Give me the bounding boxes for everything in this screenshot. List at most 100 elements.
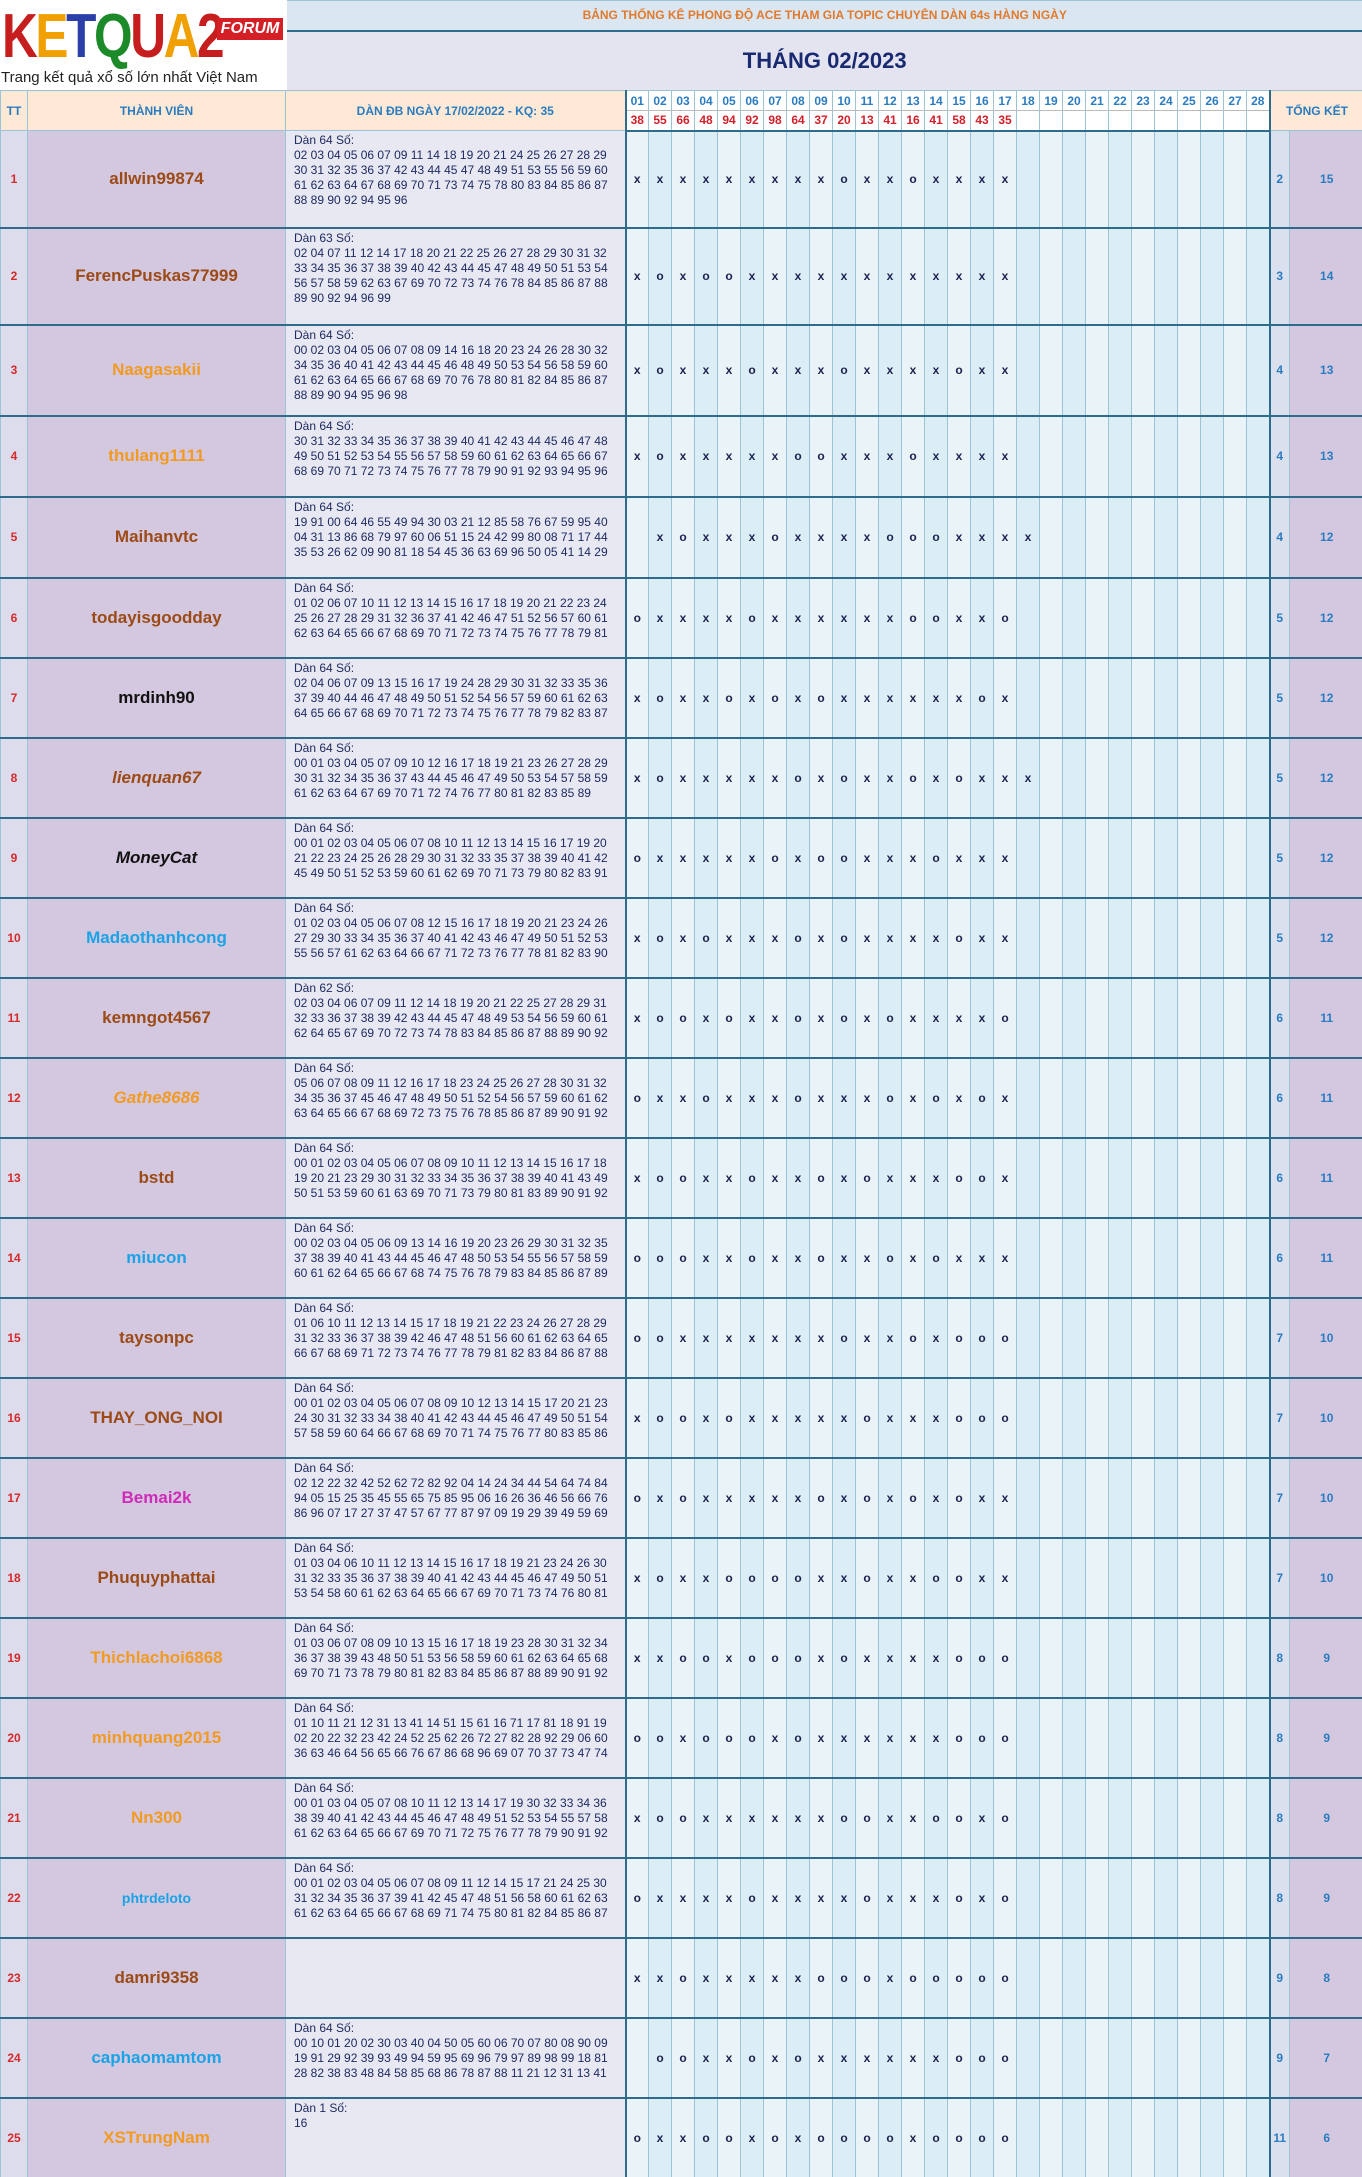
member-name[interactable]: MoneyCat xyxy=(27,817,286,899)
header-tt: TT xyxy=(0,90,28,131)
day-mark: x xyxy=(924,1297,948,1379)
member-name[interactable]: THAY_ONG_NOI xyxy=(27,1377,286,1459)
day-mark: x xyxy=(740,1457,764,1539)
summary-a: 11 xyxy=(1268,2097,1290,2177)
day-mark: o xyxy=(947,1377,971,1459)
summary-a: 8 xyxy=(1268,1857,1290,1939)
day-mark: o xyxy=(947,1537,971,1619)
dan-line: 68 69 70 71 72 73 74 75 76 77 78 79 90 9… xyxy=(294,463,608,478)
day-mark: x xyxy=(740,657,764,739)
day-mark xyxy=(1154,2097,1178,2177)
day-mark xyxy=(1154,577,1178,659)
member-name[interactable]: Maihanvtc xyxy=(27,496,286,579)
member-name[interactable]: Madaothanhcong xyxy=(27,897,286,979)
dan-numbers: Dàn 64 Số: 00 10 01 20 02 30 03 40 04 50 … xyxy=(285,2017,627,2099)
day-header: 10 xyxy=(832,90,856,111)
day-mark: x xyxy=(809,1697,833,1779)
result-value: 43 xyxy=(970,110,994,132)
day-header: 16 xyxy=(970,90,994,111)
day-mark xyxy=(1177,415,1201,498)
day-mark xyxy=(1200,737,1224,819)
dan-line: 05 06 07 08 09 11 12 16 17 18 23 24 25 2… xyxy=(294,1075,607,1090)
member-name[interactable]: allwin99874 xyxy=(27,130,286,229)
member-name[interactable]: todayisgoodday xyxy=(27,577,286,659)
day-mark: o xyxy=(970,1377,994,1459)
member-name[interactable]: kemngot4567 xyxy=(27,977,286,1059)
day-mark: o xyxy=(786,977,810,1059)
member-name[interactable]: FerencPuskas77999 xyxy=(27,227,286,326)
day-mark: o xyxy=(648,1137,672,1219)
member-name[interactable]: thulang1111 xyxy=(27,415,286,498)
day-mark xyxy=(1154,1057,1178,1139)
day-mark xyxy=(1062,1777,1086,1859)
day-mark: x xyxy=(786,817,810,899)
member-name[interactable]: Nn300 xyxy=(27,1777,286,1859)
day-mark: o xyxy=(970,1697,994,1779)
day-mark: o xyxy=(786,1617,810,1699)
day-mark: o xyxy=(648,1777,672,1859)
day-mark xyxy=(1200,1617,1224,1699)
day-mark xyxy=(1085,737,1109,819)
summary-b: 13 xyxy=(1288,415,1362,498)
day-mark: o xyxy=(786,1057,810,1139)
day-mark: x xyxy=(625,324,649,417)
day-mark: x xyxy=(855,657,879,739)
member-name[interactable]: minhquang2015 xyxy=(27,1697,286,1779)
day-mark: x xyxy=(809,1297,833,1379)
day-mark xyxy=(1108,977,1132,1059)
day-mark: o xyxy=(786,737,810,819)
day-mark: o xyxy=(832,977,856,1059)
day-mark: o xyxy=(924,1777,948,1859)
member-name[interactable]: lienquan67 xyxy=(27,737,286,819)
day-mark xyxy=(1177,657,1201,739)
day-mark: o xyxy=(648,1377,672,1459)
day-mark xyxy=(1062,897,1086,979)
day-mark xyxy=(625,2017,649,2099)
summary-b: 10 xyxy=(1288,1377,1362,1459)
member-name[interactable]: Thichlachoi6868 xyxy=(27,1617,286,1699)
day-mark: o xyxy=(763,1617,787,1699)
day-mark: o xyxy=(970,1937,994,2019)
day-mark: x xyxy=(901,1377,925,1459)
day-mark xyxy=(1108,1617,1132,1699)
dan-line: 01 10 11 21 12 31 13 41 14 51 15 61 16 7… xyxy=(294,1715,607,1730)
dan-line: 31 32 34 35 36 37 39 41 42 45 47 48 51 5… xyxy=(294,1890,608,1905)
member-name[interactable]: phtrdeloto xyxy=(27,1857,286,1939)
member-name[interactable]: bstd xyxy=(27,1137,286,1219)
row-number: 2 xyxy=(0,227,28,326)
member-name[interactable]: taysonpc xyxy=(27,1297,286,1379)
row-number: 22 xyxy=(0,1857,28,1939)
member-name[interactable]: Gathe8686 xyxy=(27,1057,286,1139)
site-logo[interactable]: KETQUA2 FORUM Trang kết quả xổ số lớn nh… xyxy=(0,0,287,90)
day-mark: x xyxy=(855,737,879,819)
dan-line: Dàn 64 Số: xyxy=(294,499,355,514)
member-name[interactable]: Naagasakii xyxy=(27,324,286,417)
day-mark: o xyxy=(855,1937,879,2019)
day-mark: o xyxy=(924,1057,948,1139)
day-mark: x xyxy=(786,1137,810,1219)
day-mark xyxy=(1200,415,1224,498)
member-name[interactable]: Phuquyphattai xyxy=(27,1537,286,1619)
member-row: 16 THAY_ONG_NOI Dàn 64 Số: 00 01 02 03 04 0… xyxy=(0,1377,1362,1459)
day-mark xyxy=(1177,1857,1201,1939)
member-name[interactable]: miucon xyxy=(27,1217,286,1299)
day-mark xyxy=(1062,1537,1086,1619)
member-name[interactable]: mrdinh90 xyxy=(27,657,286,739)
result-value xyxy=(1108,110,1132,132)
dan-line: Dàn 64 Số: xyxy=(294,1060,355,1075)
day-mark: x xyxy=(625,130,649,229)
member-name[interactable]: XSTrungNam xyxy=(27,2097,286,2177)
member-name[interactable]: caphaomamtom xyxy=(27,2017,286,2099)
day-mark xyxy=(1039,1857,1063,1939)
dan-line: 25 26 27 28 29 31 32 36 37 41 42 46 47 5… xyxy=(294,610,608,625)
summary-b: 6 xyxy=(1288,2097,1362,2177)
day-mark xyxy=(1246,1617,1270,1699)
member-name[interactable]: Bemai2k xyxy=(27,1457,286,1539)
dan-line: 00 01 02 03 04 05 06 07 08 10 11 12 13 1… xyxy=(294,835,607,850)
day-mark xyxy=(1108,415,1132,498)
member-name[interactable]: damri9358 xyxy=(27,1937,286,2019)
day-mark xyxy=(1016,1217,1040,1299)
day-mark: x xyxy=(717,324,741,417)
day-mark: o xyxy=(809,415,833,498)
day-mark: x xyxy=(694,415,718,498)
